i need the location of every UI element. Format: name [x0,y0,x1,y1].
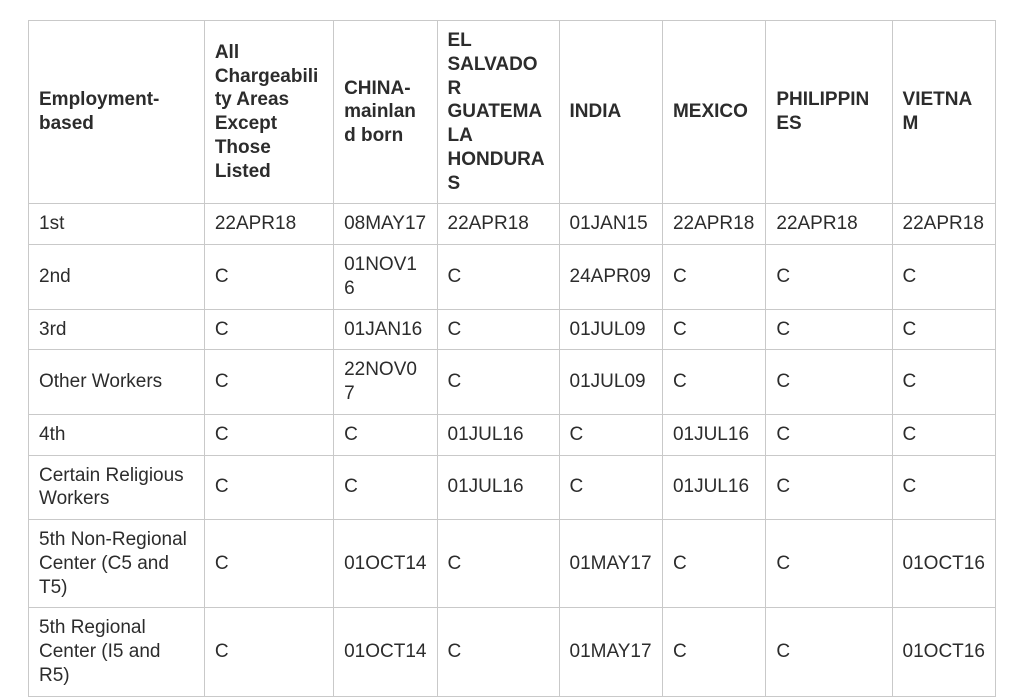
cell: C [766,414,892,455]
col-header-china: CHINA-mainland born [334,21,437,204]
cell: 01JAN15 [559,204,662,245]
cell: 01JUL09 [559,350,662,415]
row-label: 3rd [29,309,205,350]
cell: C [437,520,559,608]
row-label: Certain Religious Workers [29,455,205,520]
cell: C [204,608,333,696]
cell: C [204,350,333,415]
cell: C [892,309,995,350]
cell: 01OCT16 [892,608,995,696]
cell: 01OCT14 [334,520,437,608]
cell: C [204,414,333,455]
cell: C [766,608,892,696]
table-row: 1st 22APR18 08MAY17 22APR18 01JAN15 22AP… [29,204,996,245]
cell: C [766,309,892,350]
header-row: Employment-based All Chargeability Areas… [29,21,996,204]
cell: C [766,245,892,310]
cell: C [437,245,559,310]
cell: 01MAY17 [559,520,662,608]
cell: C [892,245,995,310]
cell: 01MAY17 [559,608,662,696]
cell: C [766,455,892,520]
col-header-india: INDIA [559,21,662,204]
table-row: 3rd C 01JAN16 C 01JUL09 C C C [29,309,996,350]
cell: C [662,350,765,415]
cell: C [892,414,995,455]
table-header: Employment-based All Chargeability Areas… [29,21,996,204]
cell: 01JAN16 [334,309,437,350]
visa-bulletin-table: Employment-based All Chargeability Areas… [28,20,996,697]
cell: C [559,455,662,520]
col-header-category: Employment-based [29,21,205,204]
cell: C [662,309,765,350]
row-label: 1st [29,204,205,245]
cell: 01JUL16 [437,414,559,455]
cell: C [204,245,333,310]
cell: C [334,414,437,455]
cell: 01OCT16 [892,520,995,608]
row-label: 2nd [29,245,205,310]
cell: 01JUL09 [559,309,662,350]
table-row: 5th Regional Center (I5 and R5) C 01OCT1… [29,608,996,696]
cell: 01JUL16 [437,455,559,520]
cell: C [334,455,437,520]
cell: C [892,455,995,520]
cell: 08MAY17 [334,204,437,245]
cell: 01JUL16 [662,414,765,455]
table-row: 4th C C 01JUL16 C 01JUL16 C C [29,414,996,455]
col-header-philippines: PHILIPPINES [766,21,892,204]
cell: C [437,350,559,415]
cell: 01JUL16 [662,455,765,520]
cell: C [204,520,333,608]
cell: C [437,608,559,696]
cell: C [662,520,765,608]
col-header-mexico: MEXICO [662,21,765,204]
cell: 22NOV07 [334,350,437,415]
cell: 22APR18 [437,204,559,245]
cell: 24APR09 [559,245,662,310]
cell: C [204,309,333,350]
row-label: Other Workers [29,350,205,415]
col-header-all-areas: All Chargeability Areas Except Those Lis… [204,21,333,204]
cell: C [766,520,892,608]
row-label: 5th Regional Center (I5 and R5) [29,608,205,696]
cell: C [437,309,559,350]
cell: 22APR18 [766,204,892,245]
table-row: Other Workers C 22NOV07 C 01JUL09 C C C [29,350,996,415]
cell: 22APR18 [662,204,765,245]
table-row: 5th Non-Regional Center (C5 and T5) C 01… [29,520,996,608]
cell: 22APR18 [892,204,995,245]
table-body: 1st 22APR18 08MAY17 22APR18 01JAN15 22AP… [29,204,996,696]
table-row: Certain Religious Workers C C 01JUL16 C … [29,455,996,520]
cell: 22APR18 [204,204,333,245]
cell: C [662,245,765,310]
row-label: 5th Non-Regional Center (C5 and T5) [29,520,205,608]
table-row: 2nd C 01NOV16 C 24APR09 C C C [29,245,996,310]
col-header-vietnam: VIETNAM [892,21,995,204]
cell: C [766,350,892,415]
cell: C [204,455,333,520]
cell: C [559,414,662,455]
cell: 01OCT14 [334,608,437,696]
row-label: 4th [29,414,205,455]
cell: C [662,608,765,696]
cell: C [892,350,995,415]
col-header-el-salvador: EL SALVADOR GUATEMALA HONDURAS [437,21,559,204]
cell: 01NOV16 [334,245,437,310]
